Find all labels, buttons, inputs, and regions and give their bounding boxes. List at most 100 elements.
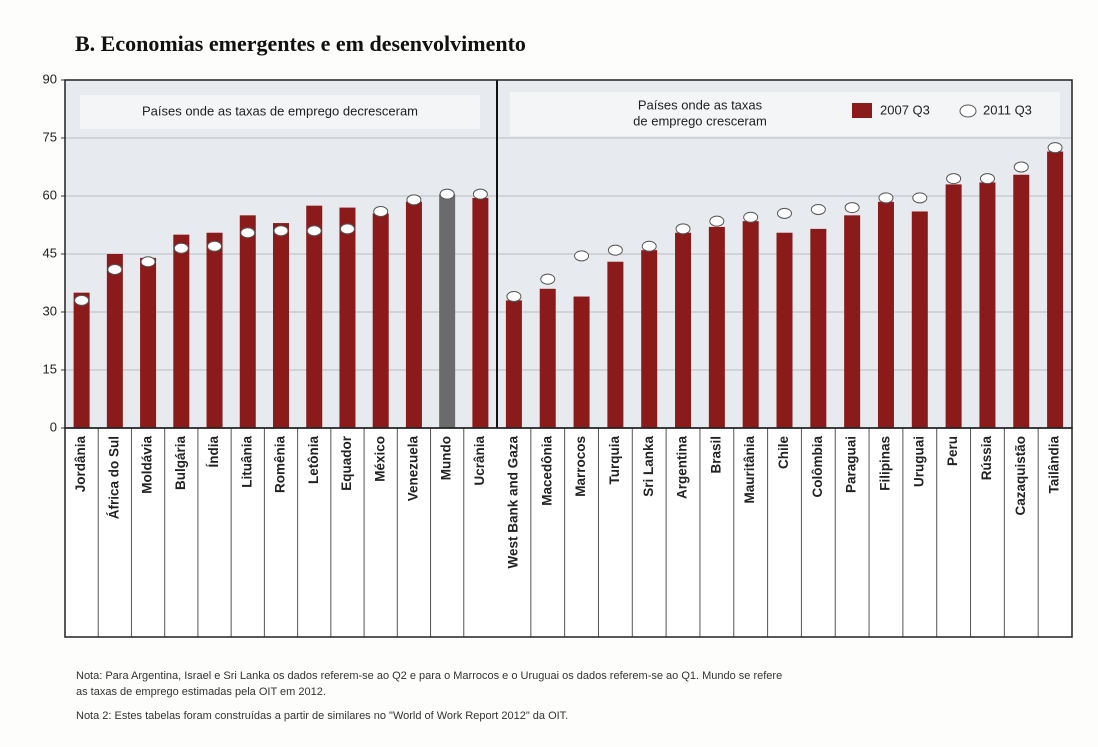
panel-annotation: Países onde as taxas — [638, 97, 763, 112]
x-tick-label: Sri Lanka — [641, 436, 656, 497]
y-tick-label: 0 — [50, 419, 57, 434]
x-tick-label: Argentina — [675, 436, 690, 499]
y-tick-label: 60 — [43, 187, 57, 202]
marker — [439, 188, 455, 200]
marker — [979, 173, 995, 185]
bar — [810, 228, 827, 428]
marker — [506, 291, 522, 303]
legend-swatch — [852, 103, 872, 118]
panel-annotation: Países onde as taxas de emprego decresce… — [142, 103, 418, 118]
x-tick-label: México — [372, 436, 387, 482]
x-tick-label: Mundo — [439, 436, 454, 480]
x-tick-label: Letônia — [306, 436, 321, 484]
bar — [708, 226, 725, 428]
y-tick-label: 75 — [43, 129, 57, 144]
marker — [472, 188, 488, 200]
bar — [641, 250, 658, 428]
x-tick-label: Marrocos — [573, 436, 588, 497]
y-tick-label: 30 — [43, 303, 57, 318]
bar — [1047, 151, 1064, 429]
marker — [373, 205, 389, 217]
bar — [911, 211, 928, 428]
x-tick-label: Turquia — [607, 436, 622, 485]
bar — [573, 296, 590, 428]
x-tick-label: Rússia — [979, 436, 994, 481]
marker — [777, 207, 792, 219]
x-tick-label: Macedônia — [539, 436, 554, 506]
x-tick-label: Bulgária — [173, 436, 188, 491]
y-tick-label: 45 — [43, 245, 57, 260]
marker — [1047, 142, 1063, 154]
x-tick-label: Brasil — [708, 436, 723, 474]
marker — [107, 263, 123, 275]
legend-marker — [959, 104, 977, 118]
marker — [140, 256, 156, 268]
bar — [73, 292, 90, 428]
marker — [173, 242, 189, 254]
marker — [74, 294, 90, 306]
y-tick-label: 15 — [43, 361, 57, 376]
marker — [844, 202, 860, 214]
bar — [539, 288, 556, 428]
bar — [239, 215, 256, 428]
bar — [505, 300, 522, 428]
bar — [742, 221, 759, 428]
panel-annotation: de emprego cresceram — [633, 113, 767, 128]
marker — [912, 192, 928, 204]
legend-label: 2007 Q3 — [880, 102, 930, 117]
bar — [607, 261, 624, 428]
bar — [140, 257, 157, 428]
marker — [709, 215, 725, 227]
bar — [339, 207, 356, 428]
marker — [540, 273, 556, 285]
marker — [946, 173, 962, 185]
marker — [810, 204, 826, 216]
marker — [406, 194, 422, 206]
y-tick-label: 90 — [43, 71, 57, 86]
marker — [306, 225, 322, 237]
note: Nota 2: Estes tabelas foram construídas … — [76, 710, 568, 722]
bar — [206, 232, 223, 428]
marker — [273, 225, 289, 237]
note: Nota: Para Argentina, Israel e Sri Lanka… — [76, 670, 782, 682]
marker — [240, 227, 256, 239]
x-tick-label: África do Sul — [106, 436, 121, 519]
x-tick-label: Romênia — [273, 436, 288, 494]
label-area — [65, 428, 1072, 637]
x-tick-label: Paraguai — [844, 436, 859, 493]
marker — [641, 240, 657, 252]
bar — [1013, 174, 1030, 428]
x-tick-label: Lituânia — [239, 436, 254, 488]
marker — [1013, 161, 1029, 173]
bar — [776, 232, 793, 428]
bar — [306, 205, 323, 428]
bar — [106, 254, 123, 428]
note: as taxas de emprego estimadas pela OIT e… — [76, 686, 326, 698]
marker — [339, 223, 355, 235]
bar — [877, 201, 894, 428]
x-tick-label: Ucrânia — [472, 436, 487, 486]
bar — [173, 234, 190, 428]
marker — [878, 192, 894, 204]
marker — [574, 250, 590, 262]
marker — [743, 211, 759, 223]
bar — [472, 197, 489, 428]
x-tick-label: Jordânia — [73, 436, 88, 493]
bar — [273, 223, 289, 428]
x-tick-label: Colômbia — [810, 436, 825, 498]
x-tick-label: Cazaquistão — [1013, 436, 1028, 516]
label-frame — [64, 427, 1073, 638]
x-tick-label: Tailândia — [1047, 436, 1062, 494]
x-tick-label: Moldávia — [140, 436, 155, 494]
x-tick-label: Filipinas — [878, 436, 893, 491]
annotation-box — [510, 92, 1060, 136]
x-tick-label: Chile — [776, 436, 791, 469]
annotation-box — [80, 95, 480, 129]
x-tick-label: Uruguai — [911, 436, 926, 487]
bar — [405, 201, 422, 428]
x-tick-label: Índia — [206, 436, 221, 468]
marker — [607, 244, 623, 256]
legend-label: 2011 Q3 — [983, 102, 1032, 117]
bar — [372, 213, 389, 428]
